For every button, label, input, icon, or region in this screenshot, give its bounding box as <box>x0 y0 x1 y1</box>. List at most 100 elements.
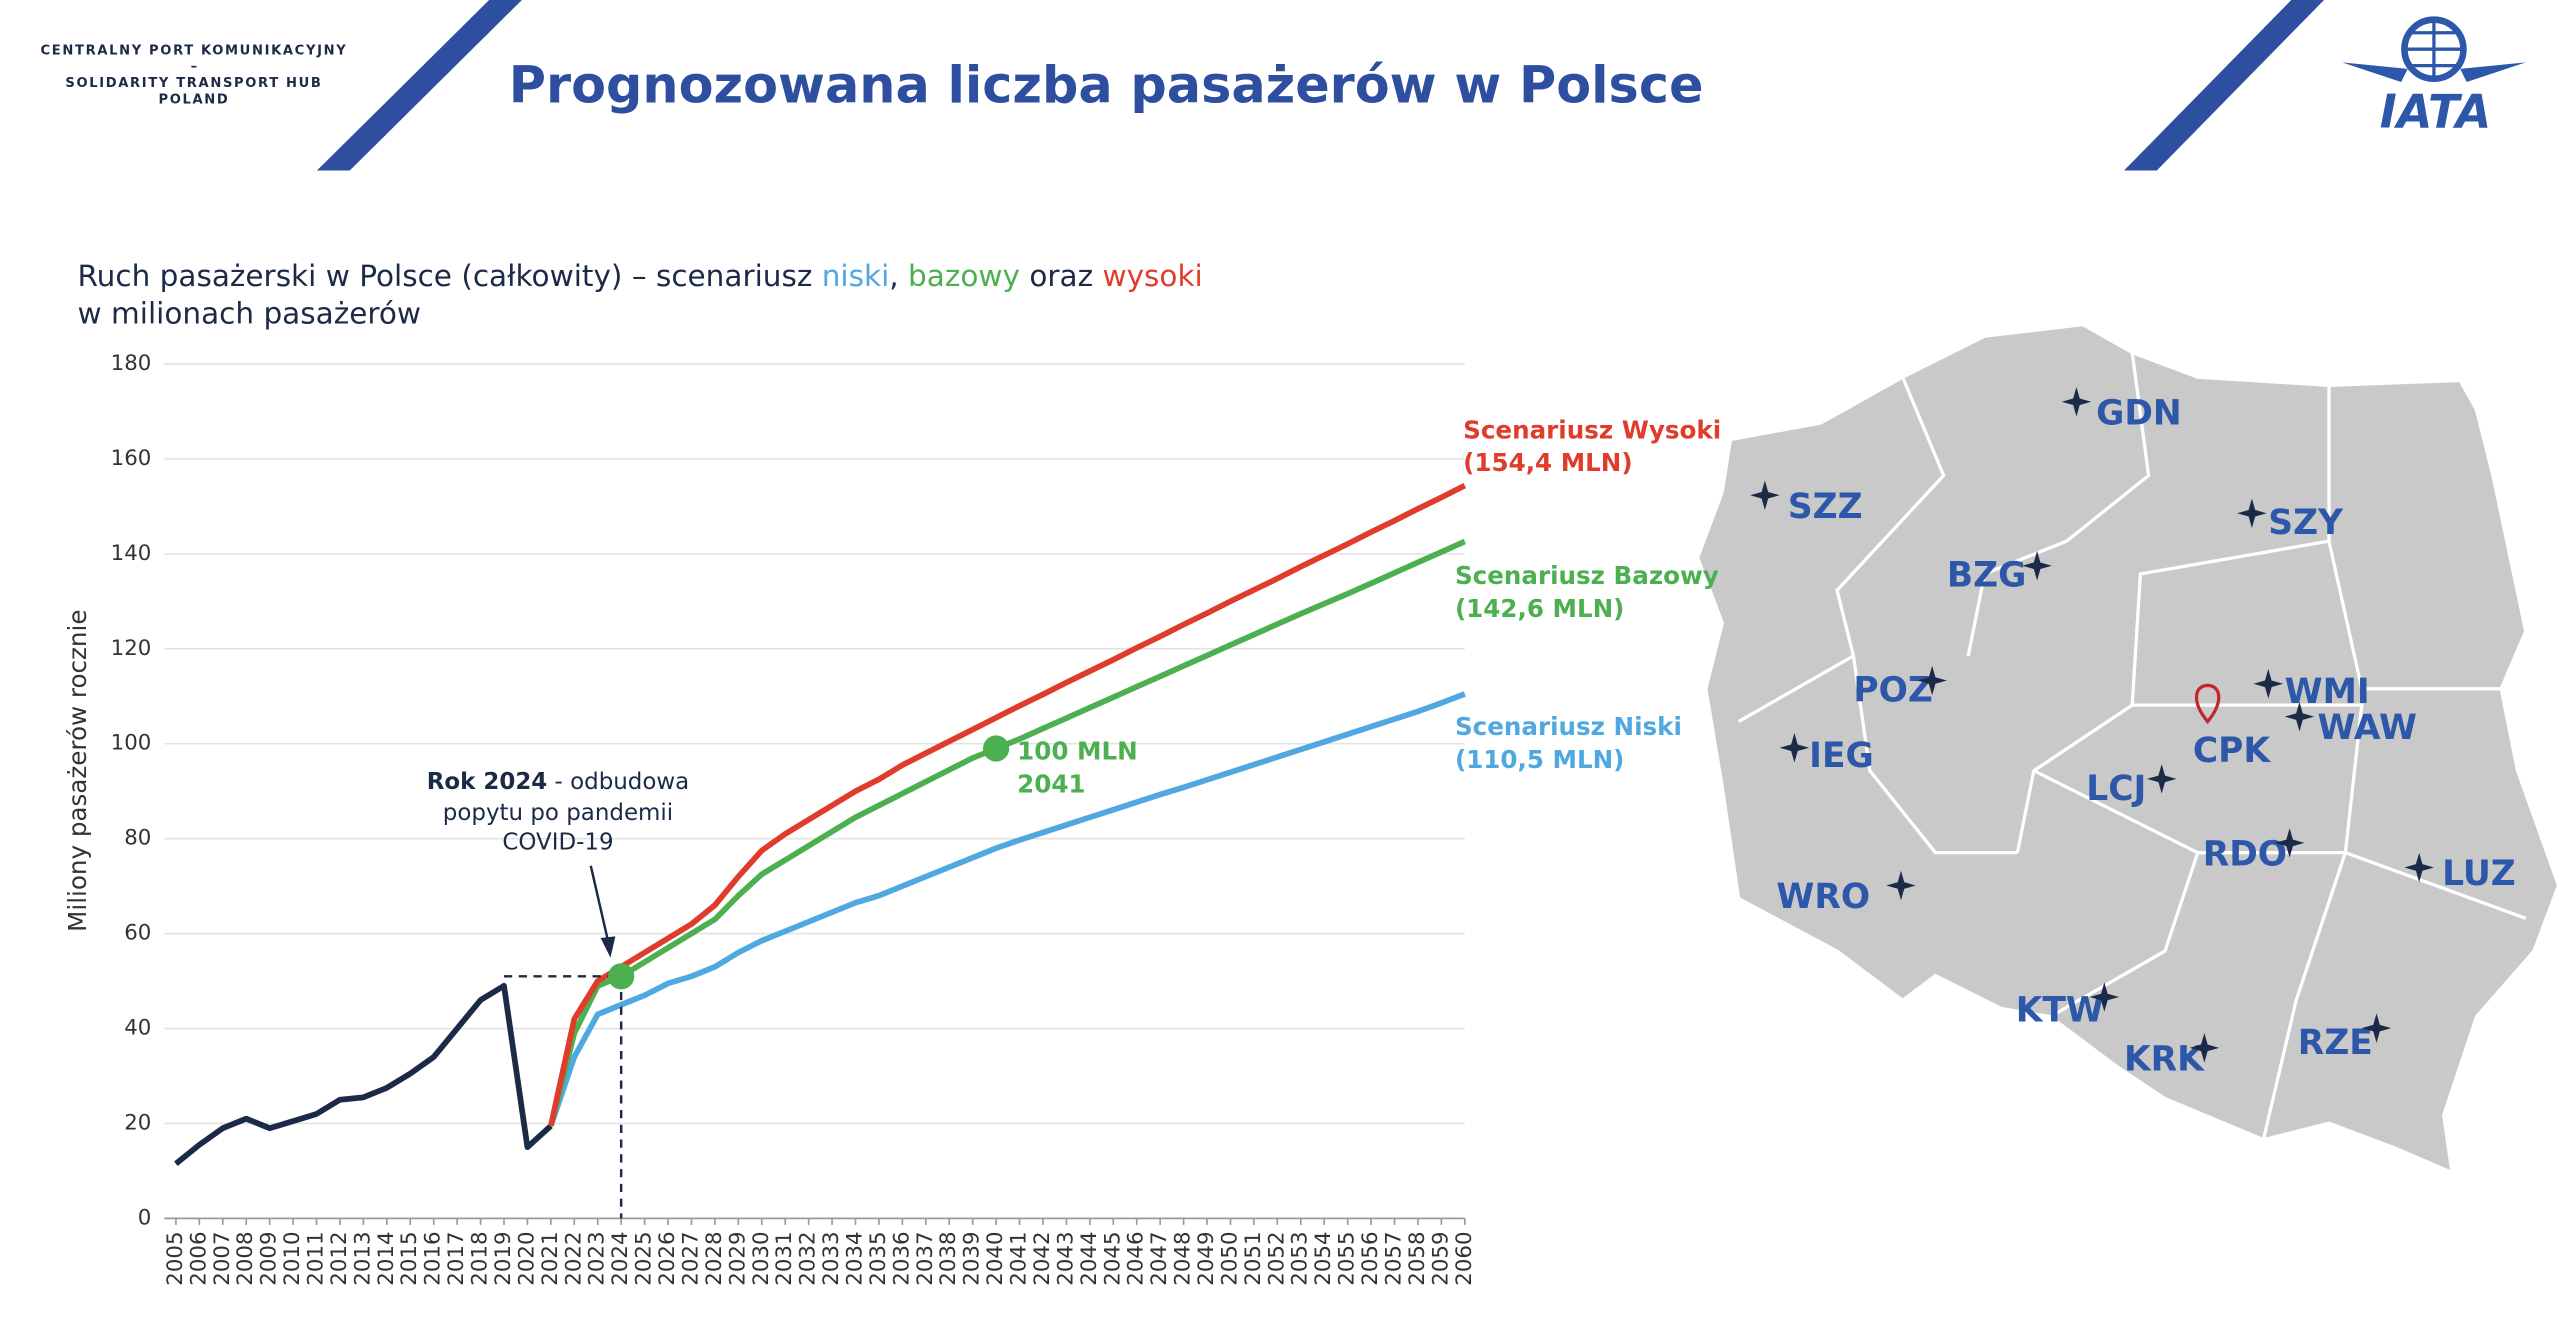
stripe <box>316 0 522 171</box>
x-tick-label: 2034 <box>843 1231 868 1285</box>
y-tick-label: 140 <box>111 541 152 566</box>
airport-code: IEG <box>1809 736 1874 776</box>
x-tick-label: 2060 <box>1452 1231 1477 1285</box>
subtitle-part: Ruch pasażerski w Polsce (całkowity) – s… <box>78 259 822 293</box>
x-tick-label: 2007 <box>210 1231 235 1285</box>
org-line: CENTRALNY PORT KOMUNIKACYJNY <box>41 43 348 58</box>
annotation-bold: Rok 2024 <box>427 769 548 795</box>
org-line: POLAND <box>158 93 229 108</box>
series-name: Scenariusz Wysoki <box>1463 415 1721 444</box>
subtitle-part: wysoki <box>1102 259 1202 293</box>
annotation: COVID-19 <box>502 829 613 855</box>
x-tick-label: 2016 <box>421 1231 446 1285</box>
org-line: – <box>191 60 198 75</box>
airport-code: SZZ <box>1788 487 1863 527</box>
x-tick-label: 2052 <box>1264 1231 1289 1285</box>
x-tick-label: 2032 <box>796 1231 821 1285</box>
annotation-arrow <box>589 865 611 945</box>
airport-star <box>2022 550 2052 581</box>
subtitle: Ruch pasażerski w Polsce (całkowity) – s… <box>78 259 1203 293</box>
airport-code: GDN <box>2096 393 2182 433</box>
airport-star <box>2189 1033 2220 1063</box>
y-tick-label: 160 <box>111 446 152 471</box>
y-tick-label: 120 <box>111 636 152 661</box>
annotation: Rok 2024 - odbudowa <box>427 769 689 795</box>
y-axis-label: Miliony pasażerów rocznie <box>63 610 92 932</box>
series-line <box>174 982 553 1167</box>
x-tick-label: 2010 <box>280 1231 305 1285</box>
x-tick-label: 2031 <box>772 1231 797 1285</box>
y-tick-label: 180 <box>111 351 152 376</box>
annotation-text: - odbudowa <box>547 769 689 795</box>
airport-code: RDO <box>2203 834 2287 874</box>
x-tick-label: 2021 <box>538 1231 563 1285</box>
airport-code: WAW <box>2317 708 2416 748</box>
x-tick-label: 2054 <box>1311 1231 1336 1285</box>
series-value-label: (110,5 MLN) <box>1455 745 1624 774</box>
x-tick-label: 2008 <box>233 1231 258 1285</box>
arrow-head <box>600 936 616 958</box>
y-tick-label: 40 <box>124 1016 151 1041</box>
milestone-point <box>982 735 1010 762</box>
airport-star <box>2146 764 2177 794</box>
airport-code: KRK <box>2124 1039 2205 1079</box>
x-tick-label: 2022 <box>561 1231 586 1285</box>
subtitle-part: , <box>889 259 908 293</box>
x-tick-label: 2047 <box>1147 1231 1172 1285</box>
series-name: Scenariusz Bazowy <box>1455 561 1719 590</box>
x-tick-label: 2059 <box>1428 1231 1453 1285</box>
airport-code: RZE <box>2298 1023 2373 1063</box>
x-tick-label: 2015 <box>397 1231 422 1285</box>
annotation: popytu po pandemii <box>443 800 673 826</box>
airport-star <box>2237 498 2267 529</box>
org-line: SOLIDARITY TRANSPORT HUB <box>65 76 322 91</box>
airport-star <box>2089 982 2120 1012</box>
subtitle: w milionach pasażerów <box>78 296 422 330</box>
x-tick-label: 2009 <box>257 1231 282 1285</box>
x-tick-label: 2055 <box>1335 1231 1360 1285</box>
x-tick-label: 2056 <box>1358 1231 1383 1285</box>
airport-star <box>1917 665 1947 696</box>
x-tick-label: 2057 <box>1381 1231 1406 1285</box>
x-tick-label: 2023 <box>585 1231 610 1285</box>
milestone-label: 2041 <box>1017 769 1085 798</box>
map-borders <box>1737 352 2527 1141</box>
airport-star <box>2253 669 2284 699</box>
x-tick-label: 2005 <box>163 1231 188 1285</box>
airport-code: WMI <box>2285 672 2370 712</box>
annotation-point <box>608 963 635 990</box>
x-tick-label: 2049 <box>1194 1231 1219 1285</box>
x-tick-label: 2038 <box>936 1231 961 1285</box>
subtitle-part: oraz <box>1020 259 1103 293</box>
airport-star <box>2284 701 2315 732</box>
subtitle-part: bazowy <box>908 259 1020 293</box>
x-tick-label: 2051 <box>1241 1231 1266 1285</box>
x-tick-label: 2018 <box>468 1231 493 1285</box>
x-tick-label: 2029 <box>725 1231 750 1285</box>
x-tick-label: 2040 <box>983 1231 1008 1285</box>
x-tick-label: 2019 <box>491 1231 516 1285</box>
airport-star <box>2274 828 2305 858</box>
series-name: Scenariusz Niski <box>1455 712 1682 741</box>
series-line <box>548 691 1466 1127</box>
logo-text: IATA <box>2380 84 2492 138</box>
x-tick-label: 2037 <box>913 1231 938 1285</box>
series-value-label: (154,4 MLN) <box>1463 448 1632 477</box>
airport-star <box>1886 870 1916 901</box>
airport-star <box>1750 480 1780 510</box>
x-tick-label: 2053 <box>1288 1231 1313 1285</box>
airport-code: BZG <box>1947 556 2026 596</box>
y-tick-label: 80 <box>124 826 151 851</box>
title: Prognozowana liczba pasażerów w Polsce <box>509 56 1704 115</box>
x-tick-label: 2036 <box>889 1231 914 1285</box>
x-tick-label: 2039 <box>960 1231 985 1285</box>
x-tick-label: 2042 <box>1030 1231 1055 1285</box>
airport-code: WRO <box>1776 877 1870 917</box>
airport-code: CPK <box>2193 731 2271 771</box>
series-value-label: (142,6 MLN) <box>1455 594 1624 623</box>
airport-star <box>2061 386 2092 417</box>
x-tick-label: 2017 <box>444 1231 469 1285</box>
series-line <box>548 482 1467 1127</box>
x-tick-label: 2045 <box>1100 1231 1125 1285</box>
